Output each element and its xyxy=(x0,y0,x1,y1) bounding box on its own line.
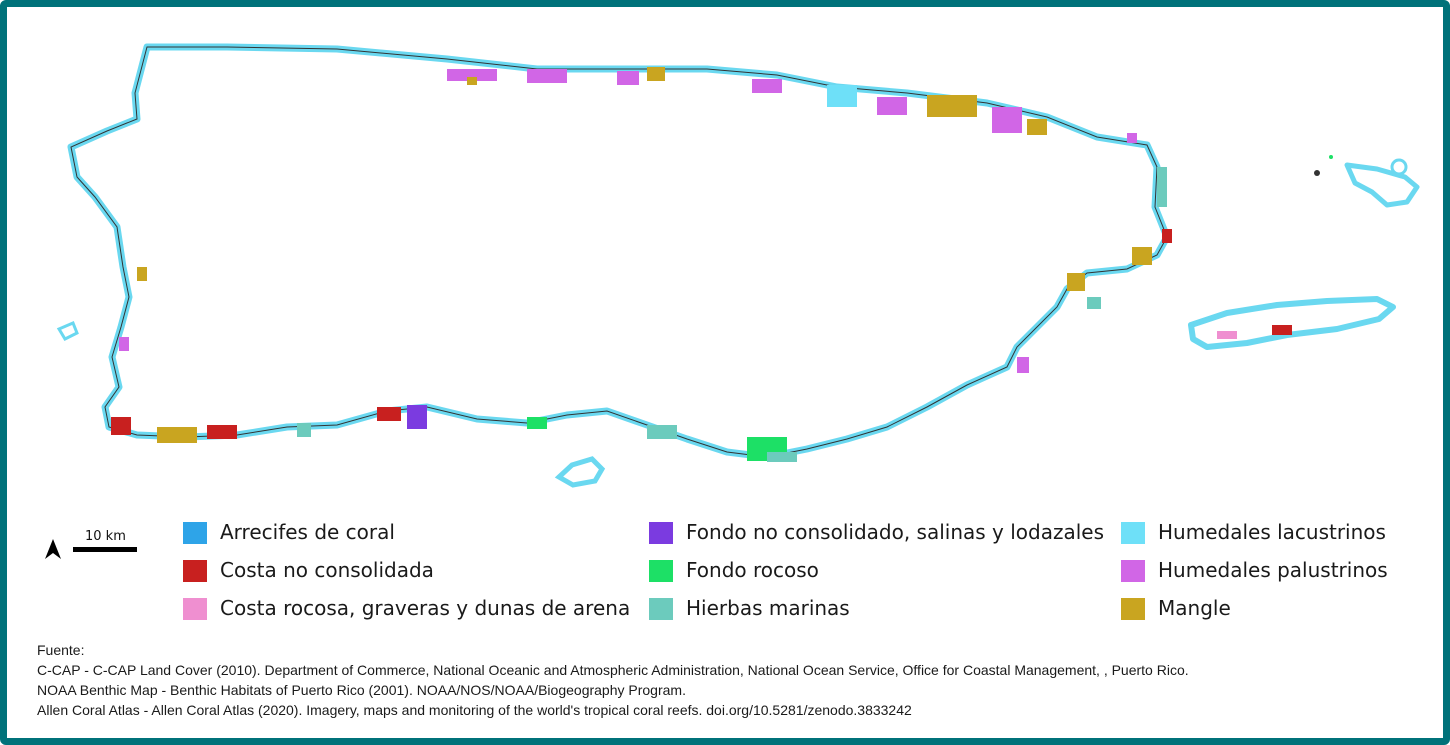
legend-label: Humedales lacustrinos xyxy=(1158,520,1386,544)
legend-label: Fondo no consolidado, salinas y lodazale… xyxy=(686,520,1105,544)
legend-label: Costa no consolidada xyxy=(220,558,434,582)
legend: Arrecifes de coral Costa no consolidada … xyxy=(183,514,1413,634)
vieques-island xyxy=(1188,296,1396,350)
legend-swatch xyxy=(1121,598,1145,620)
legend-swatch xyxy=(1121,560,1145,582)
scale-block: 10 km xyxy=(37,527,157,577)
source-line: NOAA Benthic Map - Benthic Habitats of P… xyxy=(37,682,686,698)
legend-swatch xyxy=(183,560,207,582)
legend-swatch xyxy=(649,598,673,620)
legend-label: Fondo rocoso xyxy=(686,558,819,582)
source-line: C-CAP - C-CAP Land Cover (2010). Departm… xyxy=(37,662,1189,678)
legend-label: Humedales palustrinos xyxy=(1158,558,1388,582)
legend-swatch xyxy=(1121,522,1145,544)
habitat-patches xyxy=(111,67,1172,462)
source-line: Allen Coral Atlas - Allen Coral Atlas (2… xyxy=(37,702,912,718)
legend-swatch xyxy=(183,522,207,544)
north-arrow-icon xyxy=(45,539,61,559)
legend-label: Costa rocosa, graveras y dunas de arena xyxy=(220,596,631,620)
scale-label: 10 km xyxy=(85,529,126,544)
culebra-island xyxy=(1344,162,1420,208)
sources-heading: Fuente: xyxy=(37,642,85,658)
legend-swatch xyxy=(649,522,673,544)
legend-swatch xyxy=(649,560,673,582)
legend-label: Mangle xyxy=(1158,596,1231,620)
mona-island xyxy=(554,456,606,488)
legend-label: Arrecifes de coral xyxy=(220,520,395,544)
sources: Fuente: C-CAP - C-CAP Land Cover (2010).… xyxy=(37,640,1427,720)
legend-swatch xyxy=(183,598,207,620)
map-canvas xyxy=(56,43,1420,488)
scale-bar xyxy=(73,547,137,552)
legend-label: Hierbas marinas xyxy=(686,596,850,620)
